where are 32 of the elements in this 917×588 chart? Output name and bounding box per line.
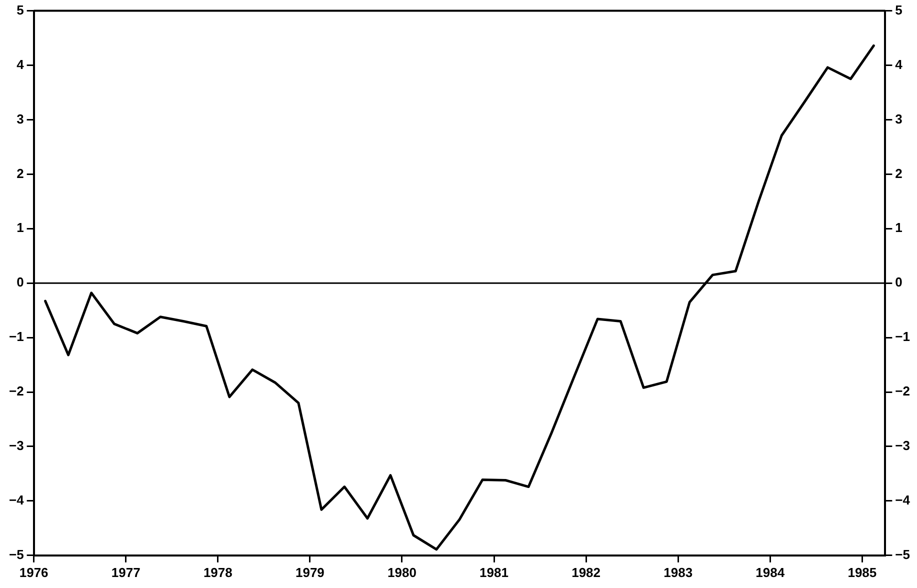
y-tick-label: 0 bbox=[16, 274, 24, 290]
y2-tick-label: −2 bbox=[895, 384, 910, 399]
x-tick-label: 1981 bbox=[480, 564, 508, 580]
y-tick-label: −5 bbox=[8, 546, 24, 562]
y-tick-label: 2 bbox=[16, 166, 24, 181]
x-tick-label: 1977 bbox=[111, 564, 140, 580]
y2-tick-label: −3 bbox=[895, 438, 910, 454]
y2-tick-label: −1 bbox=[895, 329, 910, 344]
y2-tick-label: 5 bbox=[895, 2, 902, 18]
x-tick-label: 1978 bbox=[203, 564, 232, 580]
y-tick-label: 4 bbox=[16, 56, 25, 72]
y-tick-label: 3 bbox=[16, 111, 24, 126]
y2-tick-label: −4 bbox=[895, 492, 911, 508]
x-tick-label: 1984 bbox=[756, 564, 786, 580]
x-tick-label: 1979 bbox=[295, 564, 324, 580]
x-tick-label: 1980 bbox=[388, 564, 416, 580]
y-tick-label: 1 bbox=[16, 220, 24, 236]
x-tick-label: 1983 bbox=[664, 564, 693, 580]
y2-tick-label: 0 bbox=[895, 274, 902, 290]
y-tick-label: −1 bbox=[8, 329, 24, 344]
x-tick-label: 1976 bbox=[19, 564, 48, 580]
x-tick-label: 1982 bbox=[572, 564, 601, 580]
y2-tick-label: 1 bbox=[895, 220, 902, 236]
y2-tick-label: 3 bbox=[895, 111, 902, 126]
y2-tick-label: −5 bbox=[895, 546, 910, 562]
y-tick-label: 5 bbox=[16, 2, 24, 18]
y-tick-label: −4 bbox=[8, 492, 25, 508]
y2-tick-label: 4 bbox=[895, 56, 904, 72]
y-tick-label: −2 bbox=[8, 384, 24, 399]
y2-tick-label: 2 bbox=[895, 166, 902, 181]
x-tick-label: 1985 bbox=[848, 564, 877, 580]
y-tick-label: −3 bbox=[8, 438, 24, 454]
